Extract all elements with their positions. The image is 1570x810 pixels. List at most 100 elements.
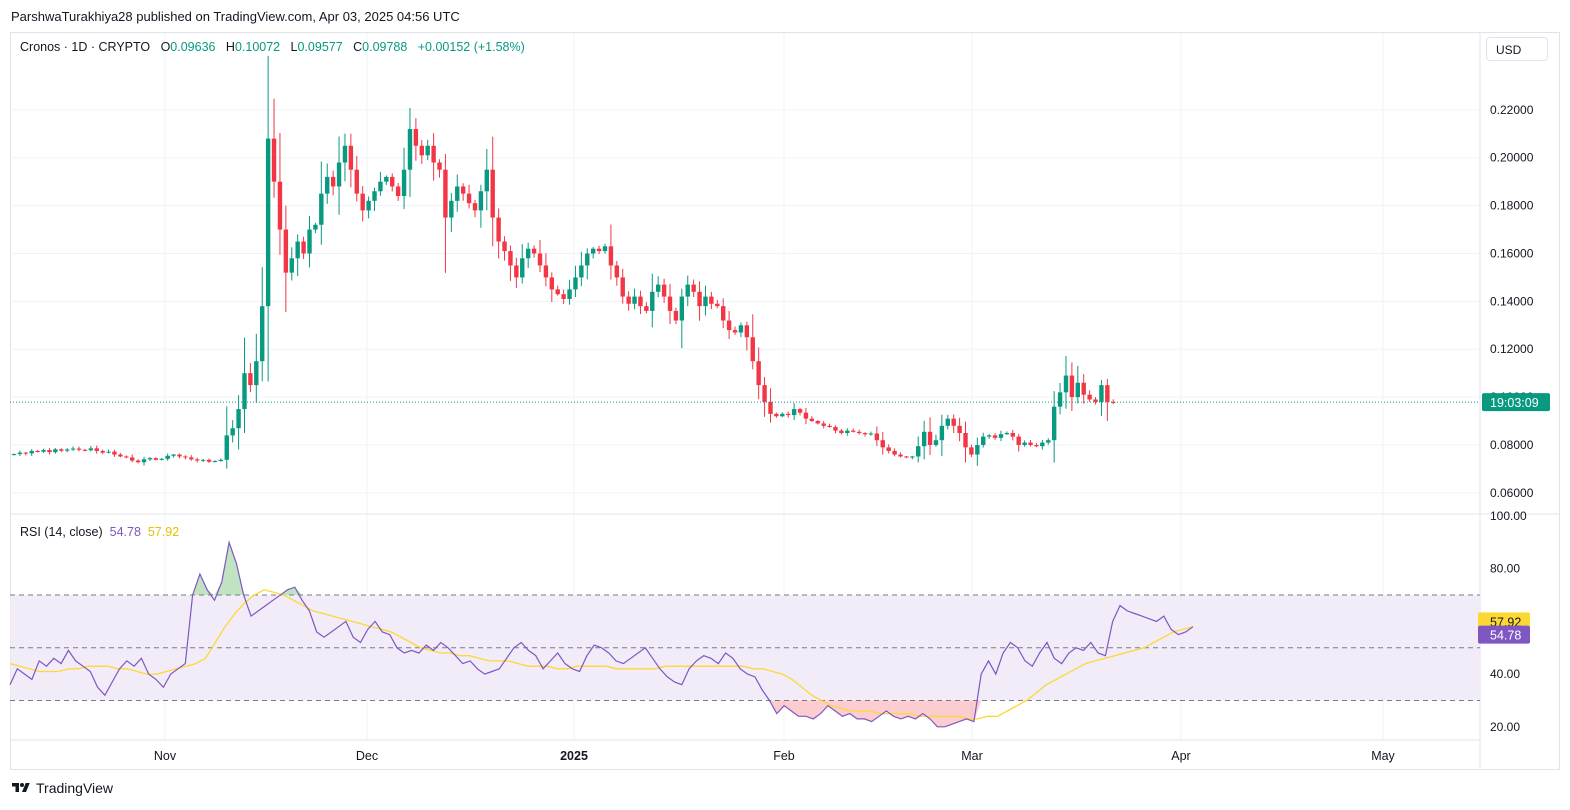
candle-body <box>431 145 436 163</box>
price-tick-label: 0.16000 <box>1490 246 1534 260</box>
candle-body <box>886 447 891 451</box>
rsi-name[interactable]: RSI (14, close) <box>20 525 103 539</box>
rsi-oversold-fill <box>842 700 850 717</box>
currency-button[interactable]: USD <box>1486 37 1548 61</box>
candle-body <box>969 447 974 455</box>
time-tick-label: May <box>1371 749 1395 763</box>
rsi-overbought-fill <box>294 587 303 596</box>
rsi-tick-label: 40.00 <box>1490 667 1520 681</box>
rsi-oversold-fill <box>966 700 974 722</box>
candle-body <box>1093 399 1098 402</box>
countdown-label: 19:03:09 <box>1490 396 1539 410</box>
rsi-oversold-fill <box>893 700 901 719</box>
candle-body <box>827 425 832 428</box>
rsi-tick-label: 20.00 <box>1490 720 1520 734</box>
candle-body <box>141 459 147 463</box>
candle-body <box>981 436 986 445</box>
rsi-tick-label: 80.00 <box>1490 562 1520 576</box>
candle-body <box>354 169 359 194</box>
candle-body <box>1040 442 1045 447</box>
candle-body <box>401 169 407 197</box>
candle-body <box>70 448 76 450</box>
candle-body <box>1004 433 1010 435</box>
candle-body <box>691 284 696 292</box>
rsi-ma-line <box>9 589 1194 720</box>
candle-body <box>206 459 212 462</box>
candle-body <box>679 296 685 321</box>
candle-body <box>195 459 200 461</box>
rsi-badge-label: 54.78 <box>1490 629 1521 643</box>
price-tick-label: 0.08000 <box>1490 438 1534 452</box>
chart-frame[interactable] <box>10 32 1560 770</box>
candle-body <box>1087 394 1092 400</box>
candle-body <box>626 296 631 304</box>
candle-body <box>567 289 572 299</box>
candle-body <box>715 303 720 307</box>
candle-body <box>413 129 419 146</box>
candle-body <box>112 451 117 455</box>
rsi-oversold-fill <box>900 700 909 719</box>
candle-body <box>1057 392 1063 407</box>
candle-body <box>106 451 111 453</box>
candle-body <box>41 450 46 452</box>
publish-line: ParshwaTurakhiya28 published on TradingV… <box>11 9 460 24</box>
symbol-label[interactable]: Cronos · 1D · CRYPTO <box>20 40 151 54</box>
candle-body <box>189 457 194 460</box>
rsi-line <box>9 540 1194 728</box>
candle-body <box>94 448 99 451</box>
tradingview-logo-icon <box>12 783 30 792</box>
rsi-oversold-fill <box>784 700 792 712</box>
candle-body <box>898 454 903 457</box>
candle-body <box>295 241 300 259</box>
candle-body <box>1010 433 1015 437</box>
candle-body <box>200 459 206 461</box>
time-tick-label: Nov <box>154 749 177 763</box>
candle-body <box>762 385 767 402</box>
candle-body <box>774 413 779 417</box>
rsi-badge <box>1478 625 1530 644</box>
candle-body <box>330 176 336 187</box>
candle-body <box>768 401 773 414</box>
time-tick-label: 2025 <box>560 749 588 763</box>
candle-body <box>449 200 454 218</box>
candle-body <box>153 458 159 460</box>
rsi-overbought-fill <box>214 581 222 596</box>
candle-body <box>927 431 933 445</box>
candle-body <box>939 425 945 441</box>
rsi-oversold-fill <box>776 700 785 714</box>
candle-body <box>1081 382 1086 395</box>
candle-body <box>159 458 164 460</box>
candle-body <box>738 325 744 333</box>
candle-body <box>531 248 537 254</box>
candle-body <box>868 433 874 435</box>
candle-body <box>1069 375 1075 398</box>
candle-body <box>484 169 489 192</box>
rsi-legend: RSI (14, close) 54.78 57.92 <box>20 525 179 539</box>
candle-body <box>862 433 868 435</box>
candle-body <box>171 454 176 456</box>
rsi-oversold-fill <box>959 700 967 722</box>
candle-body <box>957 425 962 434</box>
candle-body <box>608 246 614 266</box>
candle-body <box>525 248 531 259</box>
rsi-oversold-fill <box>820 700 828 714</box>
candle-body <box>543 265 549 278</box>
candle-body <box>892 450 897 455</box>
candle-body <box>786 413 791 416</box>
close-value: 0.09788 <box>362 40 408 54</box>
candle-body <box>1051 406 1057 441</box>
candle-body <box>655 284 661 292</box>
candle-body <box>443 169 448 218</box>
brand[interactable]: TradingView <box>10 780 113 796</box>
candle-body <box>732 330 738 333</box>
candle-body <box>212 461 218 463</box>
candle-body <box>590 248 596 254</box>
candle-body <box>260 306 265 362</box>
candle-body <box>384 176 389 182</box>
candle-body <box>218 459 224 462</box>
rsi-oversold-fill <box>857 700 865 719</box>
high-value: 0.10072 <box>234 40 281 54</box>
candle-body <box>620 277 625 297</box>
candle-body <box>1099 385 1104 402</box>
